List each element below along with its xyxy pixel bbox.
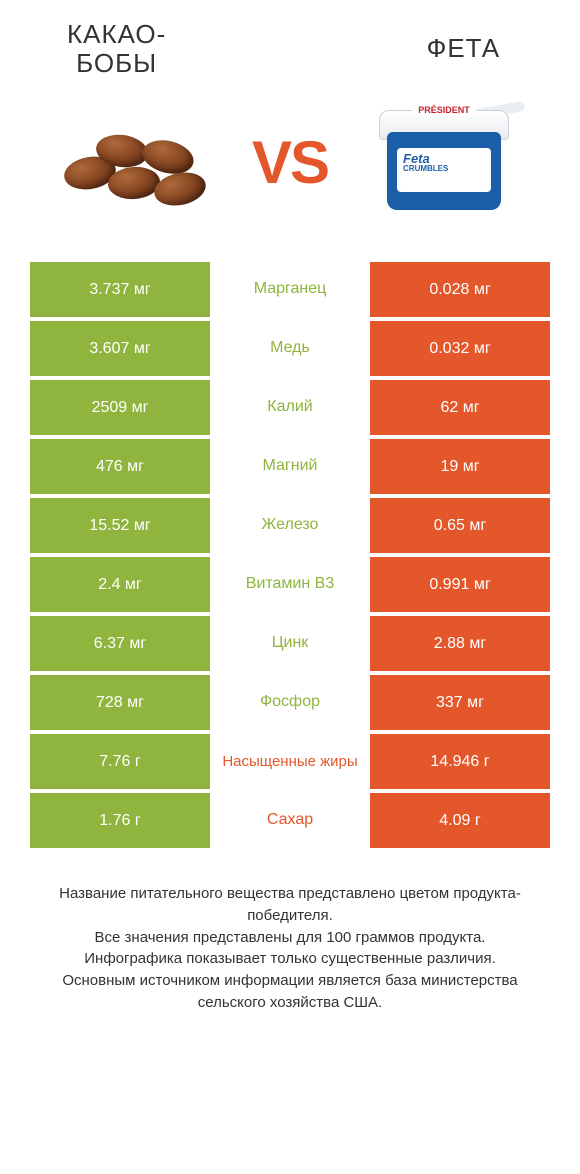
cell-left-value: 3.737 мг bbox=[30, 262, 210, 317]
right-image: PRÉSIDENT Feta CRUMBLES bbox=[338, 87, 550, 237]
title-left: КАКАО-БОБЫ bbox=[30, 20, 203, 77]
cell-left-value: 15.52 мг bbox=[30, 498, 210, 553]
cell-right-value: 4.09 г bbox=[370, 793, 550, 848]
cell-nutrient-label: Калий bbox=[210, 380, 370, 435]
footer-line: Основным источником информации является … bbox=[36, 970, 544, 1014]
cacao-beans-icon bbox=[56, 117, 216, 207]
left-image bbox=[30, 87, 242, 237]
table-row: 2509 мгКалий62 мг bbox=[30, 380, 550, 435]
feta-package-icon: PRÉSIDENT Feta CRUMBLES bbox=[369, 102, 519, 222]
cell-nutrient-label: Насыщенные жиры bbox=[210, 734, 370, 789]
cell-right-value: 0.028 мг bbox=[370, 262, 550, 317]
cell-left-value: 3.607 мг bbox=[30, 321, 210, 376]
table-row: 3.607 мгМедь0.032 мг bbox=[30, 321, 550, 376]
cell-left-value: 7.76 г bbox=[30, 734, 210, 789]
footer: Название питательного вещества представл… bbox=[30, 883, 550, 1014]
vs-label: VS bbox=[242, 128, 338, 197]
table-row: 728 мгФосфор337 мг bbox=[30, 675, 550, 730]
table-row: 1.76 гСахар4.09 г bbox=[30, 793, 550, 848]
cell-right-value: 0.65 мг bbox=[370, 498, 550, 553]
cell-left-value: 728 мг bbox=[30, 675, 210, 730]
cell-right-value: 337 мг bbox=[370, 675, 550, 730]
cell-left-value: 476 мг bbox=[30, 439, 210, 494]
cell-nutrient-label: Медь bbox=[210, 321, 370, 376]
feta-brand-text: PRÉSIDENT bbox=[412, 104, 476, 116]
cell-right-value: 2.88 мг bbox=[370, 616, 550, 671]
cell-left-value: 1.76 г bbox=[30, 793, 210, 848]
cell-nutrient-label: Железо bbox=[210, 498, 370, 553]
image-row: VS PRÉSIDENT Feta CRUMBLES bbox=[30, 87, 550, 237]
table-row: 476 мгМагний19 мг bbox=[30, 439, 550, 494]
cell-nutrient-label: Марганец bbox=[210, 262, 370, 317]
cell-nutrient-label: Витамин B3 bbox=[210, 557, 370, 612]
cell-right-value: 19 мг bbox=[370, 439, 550, 494]
cell-nutrient-label: Магний bbox=[210, 439, 370, 494]
table-row: 2.4 мгВитамин B30.991 мг bbox=[30, 557, 550, 612]
cell-right-value: 62 мг bbox=[370, 380, 550, 435]
nutrient-table: 3.737 мгМарганец0.028 мг3.607 мгМедь0.03… bbox=[30, 262, 550, 848]
header-right: ФЕТА bbox=[377, 34, 550, 63]
footer-line: Все значения представлены для 100 граммо… bbox=[36, 927, 544, 949]
cell-nutrient-label: Цинк bbox=[210, 616, 370, 671]
footer-line: Инфографика показывает только существенн… bbox=[36, 948, 544, 970]
cell-left-value: 2.4 мг bbox=[30, 557, 210, 612]
header-left: КАКАО-БОБЫ bbox=[30, 20, 203, 77]
cell-left-value: 2509 мг bbox=[30, 380, 210, 435]
table-row: 3.737 мгМарганец0.028 мг bbox=[30, 262, 550, 317]
table-row: 15.52 мгЖелезо0.65 мг bbox=[30, 498, 550, 553]
footer-line: Название питательного вещества представл… bbox=[36, 883, 544, 927]
table-row: 7.76 гНасыщенные жиры14.946 г bbox=[30, 734, 550, 789]
cell-nutrient-label: Сахар bbox=[210, 793, 370, 848]
cell-right-value: 0.032 мг bbox=[370, 321, 550, 376]
table-row: 6.37 мгЦинк2.88 мг bbox=[30, 616, 550, 671]
cell-right-value: 14.946 г bbox=[370, 734, 550, 789]
header: КАКАО-БОБЫ ФЕТА bbox=[30, 20, 550, 77]
title-right: ФЕТА bbox=[377, 34, 550, 63]
feta-text2: CRUMBLES bbox=[403, 165, 485, 173]
cell-right-value: 0.991 мг bbox=[370, 557, 550, 612]
cell-nutrient-label: Фосфор bbox=[210, 675, 370, 730]
cell-left-value: 6.37 мг bbox=[30, 616, 210, 671]
